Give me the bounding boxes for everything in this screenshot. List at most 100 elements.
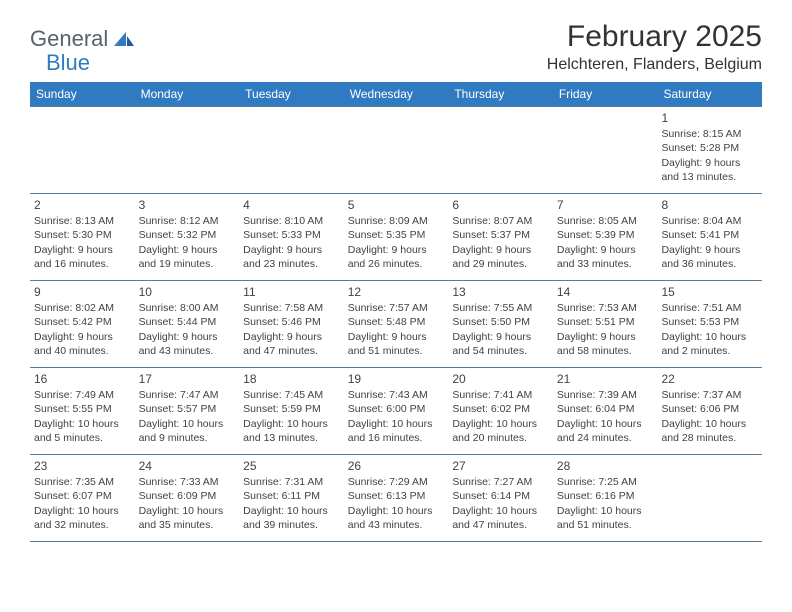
calendar-day-cell: 14Sunrise: 7:53 AMSunset: 5:51 PMDayligh… xyxy=(553,281,658,367)
sunset-text: Sunset: 5:55 PM xyxy=(34,402,131,416)
daylight-text: Daylight: 10 hours and 13 minutes. xyxy=(243,417,340,445)
calendar-empty-cell xyxy=(344,107,449,193)
sunrise-text: Sunrise: 7:58 AM xyxy=(243,301,340,315)
day-number: 9 xyxy=(34,284,131,300)
sunset-text: Sunset: 6:16 PM xyxy=(557,489,654,503)
sunset-text: Sunset: 5:33 PM xyxy=(243,228,340,242)
sunset-text: Sunset: 5:53 PM xyxy=(661,315,758,329)
day-number: 26 xyxy=(348,458,445,474)
daylight-text: Daylight: 10 hours and 16 minutes. xyxy=(348,417,445,445)
sunrise-text: Sunrise: 8:04 AM xyxy=(661,214,758,228)
calendar-day-cell: 1Sunrise: 8:15 AMSunset: 5:28 PMDaylight… xyxy=(657,107,762,193)
sunrise-text: Sunrise: 7:43 AM xyxy=(348,388,445,402)
calendar-day-cell: 9Sunrise: 8:02 AMSunset: 5:42 PMDaylight… xyxy=(30,281,135,367)
calendar-empty-cell xyxy=(135,107,240,193)
day-number: 13 xyxy=(452,284,549,300)
daylight-text: Daylight: 10 hours and 20 minutes. xyxy=(452,417,549,445)
sunrise-text: Sunrise: 8:15 AM xyxy=(661,127,758,141)
calendar-day-cell: 21Sunrise: 7:39 AMSunset: 6:04 PMDayligh… xyxy=(553,368,658,454)
day-number: 25 xyxy=(243,458,340,474)
daylight-text: Daylight: 9 hours and 58 minutes. xyxy=(557,330,654,358)
sunset-text: Sunset: 5:39 PM xyxy=(557,228,654,242)
day-number: 20 xyxy=(452,371,549,387)
calendar-row: 2Sunrise: 8:13 AMSunset: 5:30 PMDaylight… xyxy=(30,194,762,281)
sunset-text: Sunset: 6:04 PM xyxy=(557,402,654,416)
calendar-day-cell: 24Sunrise: 7:33 AMSunset: 6:09 PMDayligh… xyxy=(135,455,240,541)
sunrise-text: Sunrise: 7:47 AM xyxy=(139,388,236,402)
day-number: 21 xyxy=(557,371,654,387)
calendar-day-cell: 10Sunrise: 8:00 AMSunset: 5:44 PMDayligh… xyxy=(135,281,240,367)
day-number: 23 xyxy=(34,458,131,474)
day-number: 22 xyxy=(661,371,758,387)
day-number: 16 xyxy=(34,371,131,387)
sunrise-text: Sunrise: 7:31 AM xyxy=(243,475,340,489)
sunset-text: Sunset: 6:02 PM xyxy=(452,402,549,416)
calendar-day-cell: 7Sunrise: 8:05 AMSunset: 5:39 PMDaylight… xyxy=(553,194,658,280)
sunset-text: Sunset: 6:14 PM xyxy=(452,489,549,503)
calendar-empty-cell xyxy=(553,107,658,193)
day-number: 10 xyxy=(139,284,236,300)
daylight-text: Daylight: 9 hours and 51 minutes. xyxy=(348,330,445,358)
sunrise-text: Sunrise: 8:09 AM xyxy=(348,214,445,228)
sunset-text: Sunset: 5:44 PM xyxy=(139,315,236,329)
sunset-text: Sunset: 5:51 PM xyxy=(557,315,654,329)
day-header-sunday: Sunday xyxy=(30,82,135,106)
sunset-text: Sunset: 5:37 PM xyxy=(452,228,549,242)
day-number: 15 xyxy=(661,284,758,300)
calendar-day-cell: 11Sunrise: 7:58 AMSunset: 5:46 PMDayligh… xyxy=(239,281,344,367)
daylight-text: Daylight: 10 hours and 39 minutes. xyxy=(243,504,340,532)
calendar-empty-cell xyxy=(657,455,762,541)
day-number: 8 xyxy=(661,197,758,213)
sunrise-text: Sunrise: 7:41 AM xyxy=(452,388,549,402)
logo-sail-icon xyxy=(112,30,136,48)
day-number: 27 xyxy=(452,458,549,474)
calendar-day-cell: 27Sunrise: 7:27 AMSunset: 6:14 PMDayligh… xyxy=(448,455,553,541)
sunset-text: Sunset: 5:48 PM xyxy=(348,315,445,329)
daylight-text: Daylight: 9 hours and 54 minutes. xyxy=(452,330,549,358)
daylight-text: Daylight: 9 hours and 13 minutes. xyxy=(661,156,758,184)
calendar-day-cell: 2Sunrise: 8:13 AMSunset: 5:30 PMDaylight… xyxy=(30,194,135,280)
calendar-day-cell: 13Sunrise: 7:55 AMSunset: 5:50 PMDayligh… xyxy=(448,281,553,367)
sunset-text: Sunset: 5:57 PM xyxy=(139,402,236,416)
sunset-text: Sunset: 5:46 PM xyxy=(243,315,340,329)
daylight-text: Daylight: 10 hours and 43 minutes. xyxy=(348,504,445,532)
sunset-text: Sunset: 6:00 PM xyxy=(348,402,445,416)
calendar-day-cell: 8Sunrise: 8:04 AMSunset: 5:41 PMDaylight… xyxy=(657,194,762,280)
sunset-text: Sunset: 5:50 PM xyxy=(452,315,549,329)
sunrise-text: Sunrise: 7:51 AM xyxy=(661,301,758,315)
sunset-text: Sunset: 5:35 PM xyxy=(348,228,445,242)
sunset-text: Sunset: 6:09 PM xyxy=(139,489,236,503)
sunrise-text: Sunrise: 7:53 AM xyxy=(557,301,654,315)
daylight-text: Daylight: 10 hours and 9 minutes. xyxy=(139,417,236,445)
calendar-day-cell: 25Sunrise: 7:31 AMSunset: 6:11 PMDayligh… xyxy=(239,455,344,541)
daylight-text: Daylight: 9 hours and 40 minutes. xyxy=(34,330,131,358)
daylight-text: Daylight: 10 hours and 28 minutes. xyxy=(661,417,758,445)
day-number: 2 xyxy=(34,197,131,213)
sunrise-text: Sunrise: 7:27 AM xyxy=(452,475,549,489)
calendar-day-cell: 18Sunrise: 7:45 AMSunset: 5:59 PMDayligh… xyxy=(239,368,344,454)
day-number: 19 xyxy=(348,371,445,387)
daylight-text: Daylight: 9 hours and 43 minutes. xyxy=(139,330,236,358)
sunset-text: Sunset: 5:30 PM xyxy=(34,228,131,242)
sunrise-text: Sunrise: 7:57 AM xyxy=(348,301,445,315)
day-number: 7 xyxy=(557,197,654,213)
daylight-text: Daylight: 10 hours and 32 minutes. xyxy=(34,504,131,532)
calendar-empty-cell xyxy=(30,107,135,193)
calendar-row: 1Sunrise: 8:15 AMSunset: 5:28 PMDaylight… xyxy=(30,106,762,194)
day-header-saturday: Saturday xyxy=(657,82,762,106)
sunrise-text: Sunrise: 7:45 AM xyxy=(243,388,340,402)
sunset-text: Sunset: 5:59 PM xyxy=(243,402,340,416)
daylight-text: Daylight: 10 hours and 2 minutes. xyxy=(661,330,758,358)
day-header-monday: Monday xyxy=(135,82,240,106)
calendar-row: 16Sunrise: 7:49 AMSunset: 5:55 PMDayligh… xyxy=(30,368,762,455)
calendar-day-cell: 3Sunrise: 8:12 AMSunset: 5:32 PMDaylight… xyxy=(135,194,240,280)
calendar-day-cell: 12Sunrise: 7:57 AMSunset: 5:48 PMDayligh… xyxy=(344,281,449,367)
day-number: 11 xyxy=(243,284,340,300)
calendar-day-cell: 23Sunrise: 7:35 AMSunset: 6:07 PMDayligh… xyxy=(30,455,135,541)
daylight-text: Daylight: 9 hours and 26 minutes. xyxy=(348,243,445,271)
calendar-row: 9Sunrise: 8:02 AMSunset: 5:42 PMDaylight… xyxy=(30,281,762,368)
day-number: 4 xyxy=(243,197,340,213)
day-number: 3 xyxy=(139,197,236,213)
sunrise-text: Sunrise: 7:39 AM xyxy=(557,388,654,402)
day-number: 18 xyxy=(243,371,340,387)
